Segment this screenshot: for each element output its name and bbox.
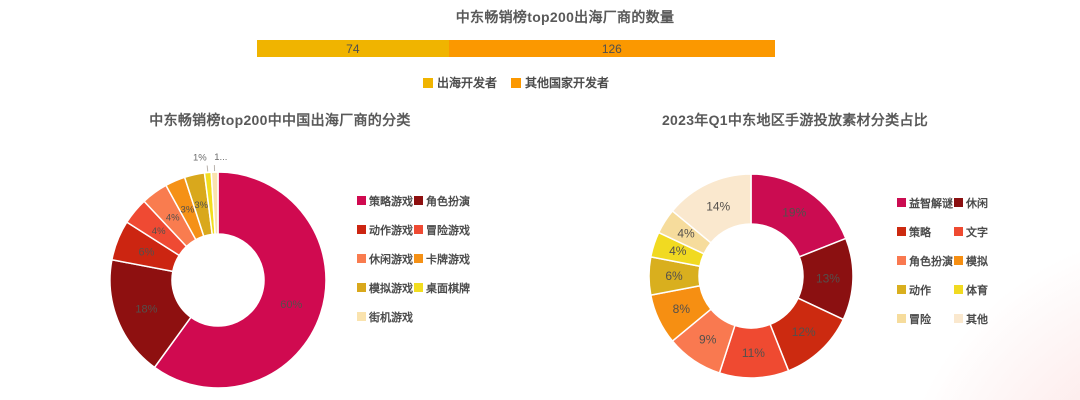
legend-swatch [897, 227, 906, 236]
legend-label: 动作 [909, 284, 931, 297]
slice-label: 1... [214, 152, 227, 163]
legend-swatch [954, 227, 963, 236]
legend-swatch [897, 285, 906, 294]
bar-chart-title: 中东畅销榜top200出海厂商的数量 [455, 9, 675, 25]
legend-swatch [897, 256, 906, 265]
donut-slice-策略游戏[interactable] [153, 171, 327, 389]
bar-legend-item-1[interactable]: 出海开发者 [422, 74, 497, 91]
bar-segment-1[interactable]: 74 [257, 40, 449, 57]
cn-publisher-legend-item-2[interactable]: 角色扮演 [414, 193, 470, 209]
legend-swatch [954, 256, 963, 265]
legend-swatch [897, 314, 906, 323]
slice-label: 1% [193, 153, 207, 164]
legend-label: 冒险游戏 [426, 224, 470, 237]
legend-label: 其他 [966, 313, 988, 326]
donut-slice-其他[interactable] [671, 173, 752, 244]
legend-label: 休闲 [966, 197, 988, 210]
ad-creative-legend-item-5[interactable]: 角色扮演 [897, 253, 954, 269]
legend-swatch [954, 198, 963, 207]
ad-creative-legend-item-9[interactable]: 冒险 [897, 311, 954, 327]
bar-legend: 出海开发者 其他国家开发者 [257, 74, 775, 91]
cn-publisher-legend-item-9[interactable]: 街机游戏 [357, 309, 414, 325]
cn-publisher-legend-item-7[interactable]: 模拟游戏 [357, 280, 414, 296]
legend-label: 冒险 [909, 313, 931, 326]
cn-publisher-legend-item-8[interactable]: 桌面棋牌 [414, 280, 470, 296]
legend-swatch [954, 285, 963, 294]
legend-label: 卡牌游戏 [426, 253, 470, 266]
legend-swatch [357, 225, 366, 234]
stacked-bar: 74 126 [257, 40, 775, 57]
legend-label: 角色扮演 [909, 255, 953, 268]
legend-label: 模拟游戏 [369, 282, 413, 295]
legend-label: 动作游戏 [369, 224, 413, 237]
ad-creative-legend-item-3[interactable]: 策略 [897, 224, 954, 240]
legend-swatch [414, 225, 423, 234]
donut-slice-角色扮演[interactable] [109, 259, 192, 369]
ad-creative-legend: 益智解谜 休闲策略 文字角色扮演 模拟动作 体育冒险 其他 [897, 188, 988, 333]
ad-creative-legend-item-7[interactable]: 动作 [897, 282, 954, 298]
legend-swatch [511, 77, 521, 88]
legend-swatch [357, 312, 366, 321]
legend-swatch [357, 196, 366, 205]
legend-swatch [357, 254, 366, 263]
cn-publisher-legend: 策略游戏 角色扮演动作游戏 冒险游戏休闲游戏 卡牌游戏模拟游戏 桌面棋牌街机游戏 [357, 186, 470, 331]
legend-label: 角色扮演 [426, 195, 470, 208]
ad-creative-donut-chart: 19%13%12%11%9%8%6%4%4%14% [648, 173, 854, 379]
ad-creative-legend-item-6[interactable]: 模拟 [954, 253, 988, 269]
bar-legend-item-2[interactable]: 其他国家开发者 [511, 74, 609, 91]
legend-label: 益智解谜 [909, 197, 953, 210]
cn-publisher-legend-item-6[interactable]: 卡牌游戏 [414, 251, 470, 267]
legend-label: 休闲游戏 [369, 253, 413, 266]
ad-creative-legend-item-1[interactable]: 益智解谜 [897, 195, 954, 211]
legend-label: 出海开发者 [436, 76, 497, 90]
legend-label: 策略游戏 [369, 195, 413, 208]
label-leader-line [206, 165, 209, 172]
cn-publisher-legend-item-1[interactable]: 策略游戏 [357, 193, 414, 209]
legend-swatch [414, 196, 423, 205]
legend-label: 策略 [909, 226, 931, 239]
legend-swatch [414, 254, 423, 263]
cn-publisher-donut-chart: 60%18%6%4%4%3% 3%1% 1... [109, 152, 327, 389]
bar-segment-value: 74 [346, 41, 360, 56]
legend-label: 体育 [966, 284, 988, 297]
legend-swatch [357, 283, 366, 292]
cn-publisher-legend-item-5[interactable]: 休闲游戏 [357, 251, 414, 267]
left-pie-title: 中东畅销榜top200中中国出海厂商的分类 [149, 112, 411, 128]
legend-label: 文字 [966, 226, 988, 239]
cn-publisher-legend-item-4[interactable]: 冒险游戏 [414, 222, 470, 238]
ad-creative-legend-item-8[interactable]: 体育 [954, 282, 988, 298]
legend-label: 其他国家开发者 [525, 76, 610, 90]
legend-swatch [897, 198, 906, 207]
legend-label: 模拟 [966, 255, 988, 268]
legend-swatch [954, 314, 963, 323]
legend-label: 桌面棋牌 [426, 282, 470, 295]
donut-slice-街机游戏[interactable] [210, 171, 219, 235]
cn-publisher-legend-item-3[interactable]: 动作游戏 [357, 222, 414, 238]
ad-creative-legend-item-4[interactable]: 文字 [954, 224, 988, 240]
legend-label: 街机游戏 [369, 311, 413, 324]
right-pie-title: 2023年Q1中东地区手游投放素材分类占比 [661, 112, 929, 128]
ad-creative-legend-item-10[interactable]: 其他 [954, 311, 988, 327]
legend-swatch [422, 77, 433, 88]
bar-segment-value: 126 [601, 41, 622, 56]
bar-segment-2[interactable]: 126 [448, 40, 775, 57]
legend-swatch [414, 283, 423, 292]
ad-creative-legend-item-2[interactable]: 休闲 [954, 195, 988, 211]
